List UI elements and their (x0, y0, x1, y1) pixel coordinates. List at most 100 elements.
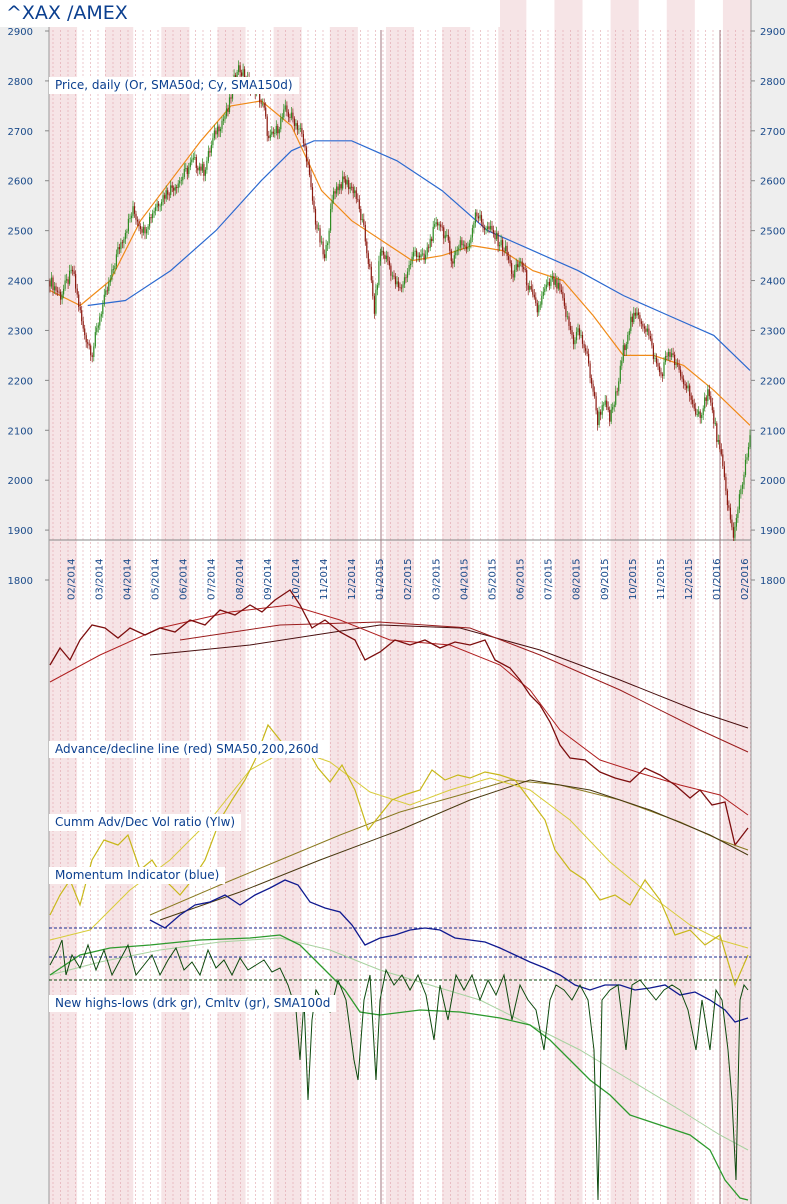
candle-body (483, 227, 486, 230)
candle-body (467, 246, 469, 250)
candle-body (302, 134, 304, 144)
candle-body (441, 226, 443, 228)
candle-body (242, 69, 244, 76)
candle-body (499, 245, 501, 247)
candle-body (271, 131, 273, 135)
candle-body (192, 157, 194, 160)
candle-body (126, 231, 128, 233)
candle-body (372, 280, 374, 297)
candle-body (228, 97, 231, 112)
candle-body (651, 338, 653, 346)
candle-body (461, 240, 463, 246)
candle-body (426, 247, 428, 255)
ad-sma260-line (149, 624, 749, 729)
candle-body (660, 372, 662, 375)
candle-body (346, 180, 348, 185)
candle-body (272, 131, 274, 134)
candle-body (677, 363, 679, 365)
candle-body (198, 166, 200, 171)
candle-body (511, 263, 513, 274)
candle-body (536, 303, 538, 313)
candle-body (357, 198, 359, 200)
candle-body (244, 69, 246, 80)
candle-body (343, 176, 345, 180)
candle-body (164, 195, 166, 199)
candle-body (121, 242, 123, 244)
month-band (105, 0, 134, 1204)
candle-body (124, 233, 126, 240)
candle-body (394, 276, 397, 285)
y-tick-label-right: 2700 (760, 127, 785, 138)
candle-body (527, 285, 529, 290)
candle-body (307, 161, 309, 165)
candle-body (159, 205, 161, 207)
candle-body (423, 253, 425, 260)
candle-body (486, 226, 489, 230)
candle-body (177, 183, 179, 189)
candle-body (76, 288, 78, 295)
candle-body (477, 216, 479, 219)
y-tick-label-right: 2100 (760, 426, 785, 437)
candle-body (171, 185, 173, 188)
candle-body (236, 71, 238, 79)
candle-body (645, 328, 647, 332)
candle-body (628, 331, 630, 335)
candle-body (695, 408, 697, 415)
candle-body (239, 65, 241, 73)
candle-body (102, 304, 104, 315)
candle-body (366, 241, 368, 254)
candle-body (438, 224, 440, 226)
candle-body (726, 490, 728, 506)
momentum-panel-label: Momentum Indicator (blue) (49, 867, 226, 884)
candle-body (741, 484, 744, 489)
candle-body (381, 251, 383, 253)
candle-body (538, 305, 540, 313)
y-tick-label-right: 2400 (760, 277, 785, 288)
candle-body (422, 253, 424, 255)
candle-body (729, 507, 731, 520)
candle-body (497, 232, 499, 247)
candle-body (204, 169, 206, 176)
candle-body (743, 475, 745, 485)
candle-body (293, 118, 295, 126)
candle-body (610, 409, 612, 422)
candle-body (575, 331, 578, 341)
month-band (217, 0, 246, 1204)
candle-body (702, 408, 704, 415)
candle-body (716, 423, 718, 442)
y-tick-label-left: 1900 (8, 526, 33, 537)
candle-body (693, 404, 695, 409)
candle-body (517, 264, 519, 268)
nhl-panel-label: New highs-lows (drk gr), Cmltv (gr), SMA… (49, 995, 337, 1012)
candle-body (707, 389, 709, 401)
y-tick-label-right: 2300 (760, 326, 785, 337)
candle-body (649, 336, 651, 339)
candle-body (636, 312, 638, 316)
candle-body (711, 402, 713, 411)
x-tick-label: 10/2015 (628, 558, 639, 600)
candle-body (459, 240, 461, 248)
candle-body (505, 245, 507, 251)
candle-body (425, 254, 427, 261)
candle-body (648, 328, 650, 336)
candle-body (123, 239, 125, 243)
candle-body (180, 180, 182, 181)
y-tick-label-left: 2100 (8, 426, 33, 437)
candle-body (417, 255, 419, 257)
y-tick-label-left: 2700 (8, 127, 33, 138)
candle-body (188, 167, 190, 174)
candle-body (684, 384, 686, 386)
candle-body (275, 126, 277, 134)
candle-body (675, 363, 677, 365)
candle-body (118, 247, 120, 250)
candle-body (385, 255, 387, 260)
candle-body (56, 290, 59, 292)
candle-body (621, 360, 623, 366)
candle-body (657, 363, 659, 367)
candle-body (334, 191, 336, 194)
ad-sma200-line (179, 621, 749, 753)
candle-body (328, 230, 330, 244)
candle-body (683, 378, 685, 385)
candle-body (186, 168, 188, 174)
candle-body (230, 97, 232, 99)
